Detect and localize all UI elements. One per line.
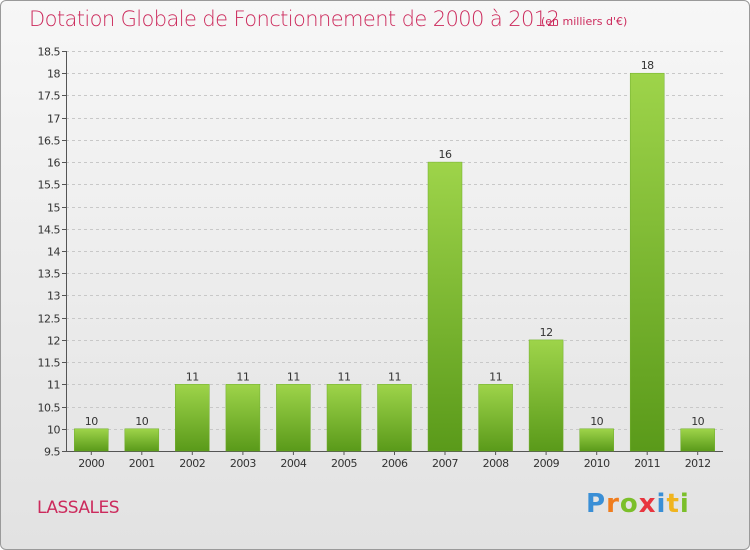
x-tick-label: 2009 — [533, 457, 559, 470]
x-tick-label: 2004 — [280, 457, 306, 470]
bar-2009 — [528, 339, 564, 452]
x-tick-label: 2011 — [634, 457, 660, 470]
x-tick-label: 2006 — [382, 457, 408, 470]
y-tick-label: 18.5 — [38, 46, 61, 59]
bar-2005 — [326, 384, 362, 452]
y-tick-label: 10.5 — [38, 402, 61, 415]
x-tick-label: 2008 — [483, 457, 509, 470]
y-tick-label: 11 — [47, 379, 60, 392]
y-tick-label: 11.5 — [38, 357, 61, 370]
chart-subtitle: (en milliers d'€) — [541, 15, 628, 28]
y-tick-label: 13.5 — [38, 268, 61, 281]
bar-2011 — [629, 72, 665, 452]
bar-2002 — [175, 384, 210, 452]
bars — [74, 72, 715, 452]
y-tick-label: 14.5 — [38, 224, 61, 237]
data-label: 11 — [489, 370, 502, 383]
data-label: 11 — [236, 370, 249, 383]
data-label: 10 — [691, 415, 704, 428]
chart-title: Dotation Globale de Fonctionnement de 20… — [29, 7, 560, 31]
y-tick-label: 16 — [47, 157, 60, 170]
y-tick-label: 16.5 — [38, 135, 61, 148]
data-label: 11 — [388, 370, 401, 383]
x-tick-label: 2010 — [584, 457, 610, 470]
x-tick-label: 2001 — [129, 457, 155, 470]
y-tick-label: 12.5 — [38, 313, 61, 326]
data-label: 10 — [85, 415, 98, 428]
y-tick-label: 13 — [47, 290, 60, 303]
y-tick-label: 14 — [47, 246, 60, 259]
bar-2007 — [427, 161, 463, 452]
data-label: 11 — [287, 370, 300, 383]
commune-name: LASSALES — [37, 498, 120, 518]
x-tick-label: 2012 — [685, 457, 711, 470]
data-label: 10 — [135, 415, 148, 428]
data-label: 16 — [439, 148, 452, 161]
bar-2000 — [74, 428, 109, 452]
x-tick-label: 2003 — [230, 457, 256, 470]
bar-2012 — [680, 428, 715, 452]
y-tick-label: 15 — [47, 202, 60, 215]
bar-2008 — [478, 384, 513, 452]
data-label: 11 — [186, 370, 199, 383]
bar-2006 — [377, 384, 412, 452]
y-tick-label: 17 — [47, 113, 60, 126]
data-label: 10 — [590, 415, 603, 428]
bar-2001 — [124, 428, 160, 452]
y-tick-label: 15.5 — [38, 179, 61, 192]
axes: 9.5 10 10.5 11 11.5 12 12.5 13 13.5 14 14.5 15 15.5 1… — [38, 46, 723, 470]
bar-2004 — [276, 384, 311, 452]
y-tick-label: 9.5 — [44, 446, 60, 459]
bar-2010 — [579, 428, 614, 452]
y-tick-label: 10 — [47, 424, 60, 437]
y-tick-label: 17.5 — [38, 90, 61, 103]
proxiti-logo[interactable]: Proxiti — [586, 489, 690, 519]
x-tick-label: 2002 — [179, 457, 205, 470]
data-labels: 10 10 11 11 11 11 11 16 11 12 10 18 10 — [85, 59, 705, 428]
x-tick-label: 2005 — [331, 457, 357, 470]
data-label: 18 — [641, 59, 654, 72]
y-tick-label: 12 — [47, 335, 60, 348]
x-tick-label: 2000 — [78, 457, 104, 470]
bar-2003 — [225, 384, 261, 452]
x-tick-label: 2007 — [432, 457, 458, 470]
data-label: 11 — [338, 370, 351, 383]
data-label: 12 — [540, 326, 553, 339]
y-tick-label: 18 — [47, 68, 60, 81]
